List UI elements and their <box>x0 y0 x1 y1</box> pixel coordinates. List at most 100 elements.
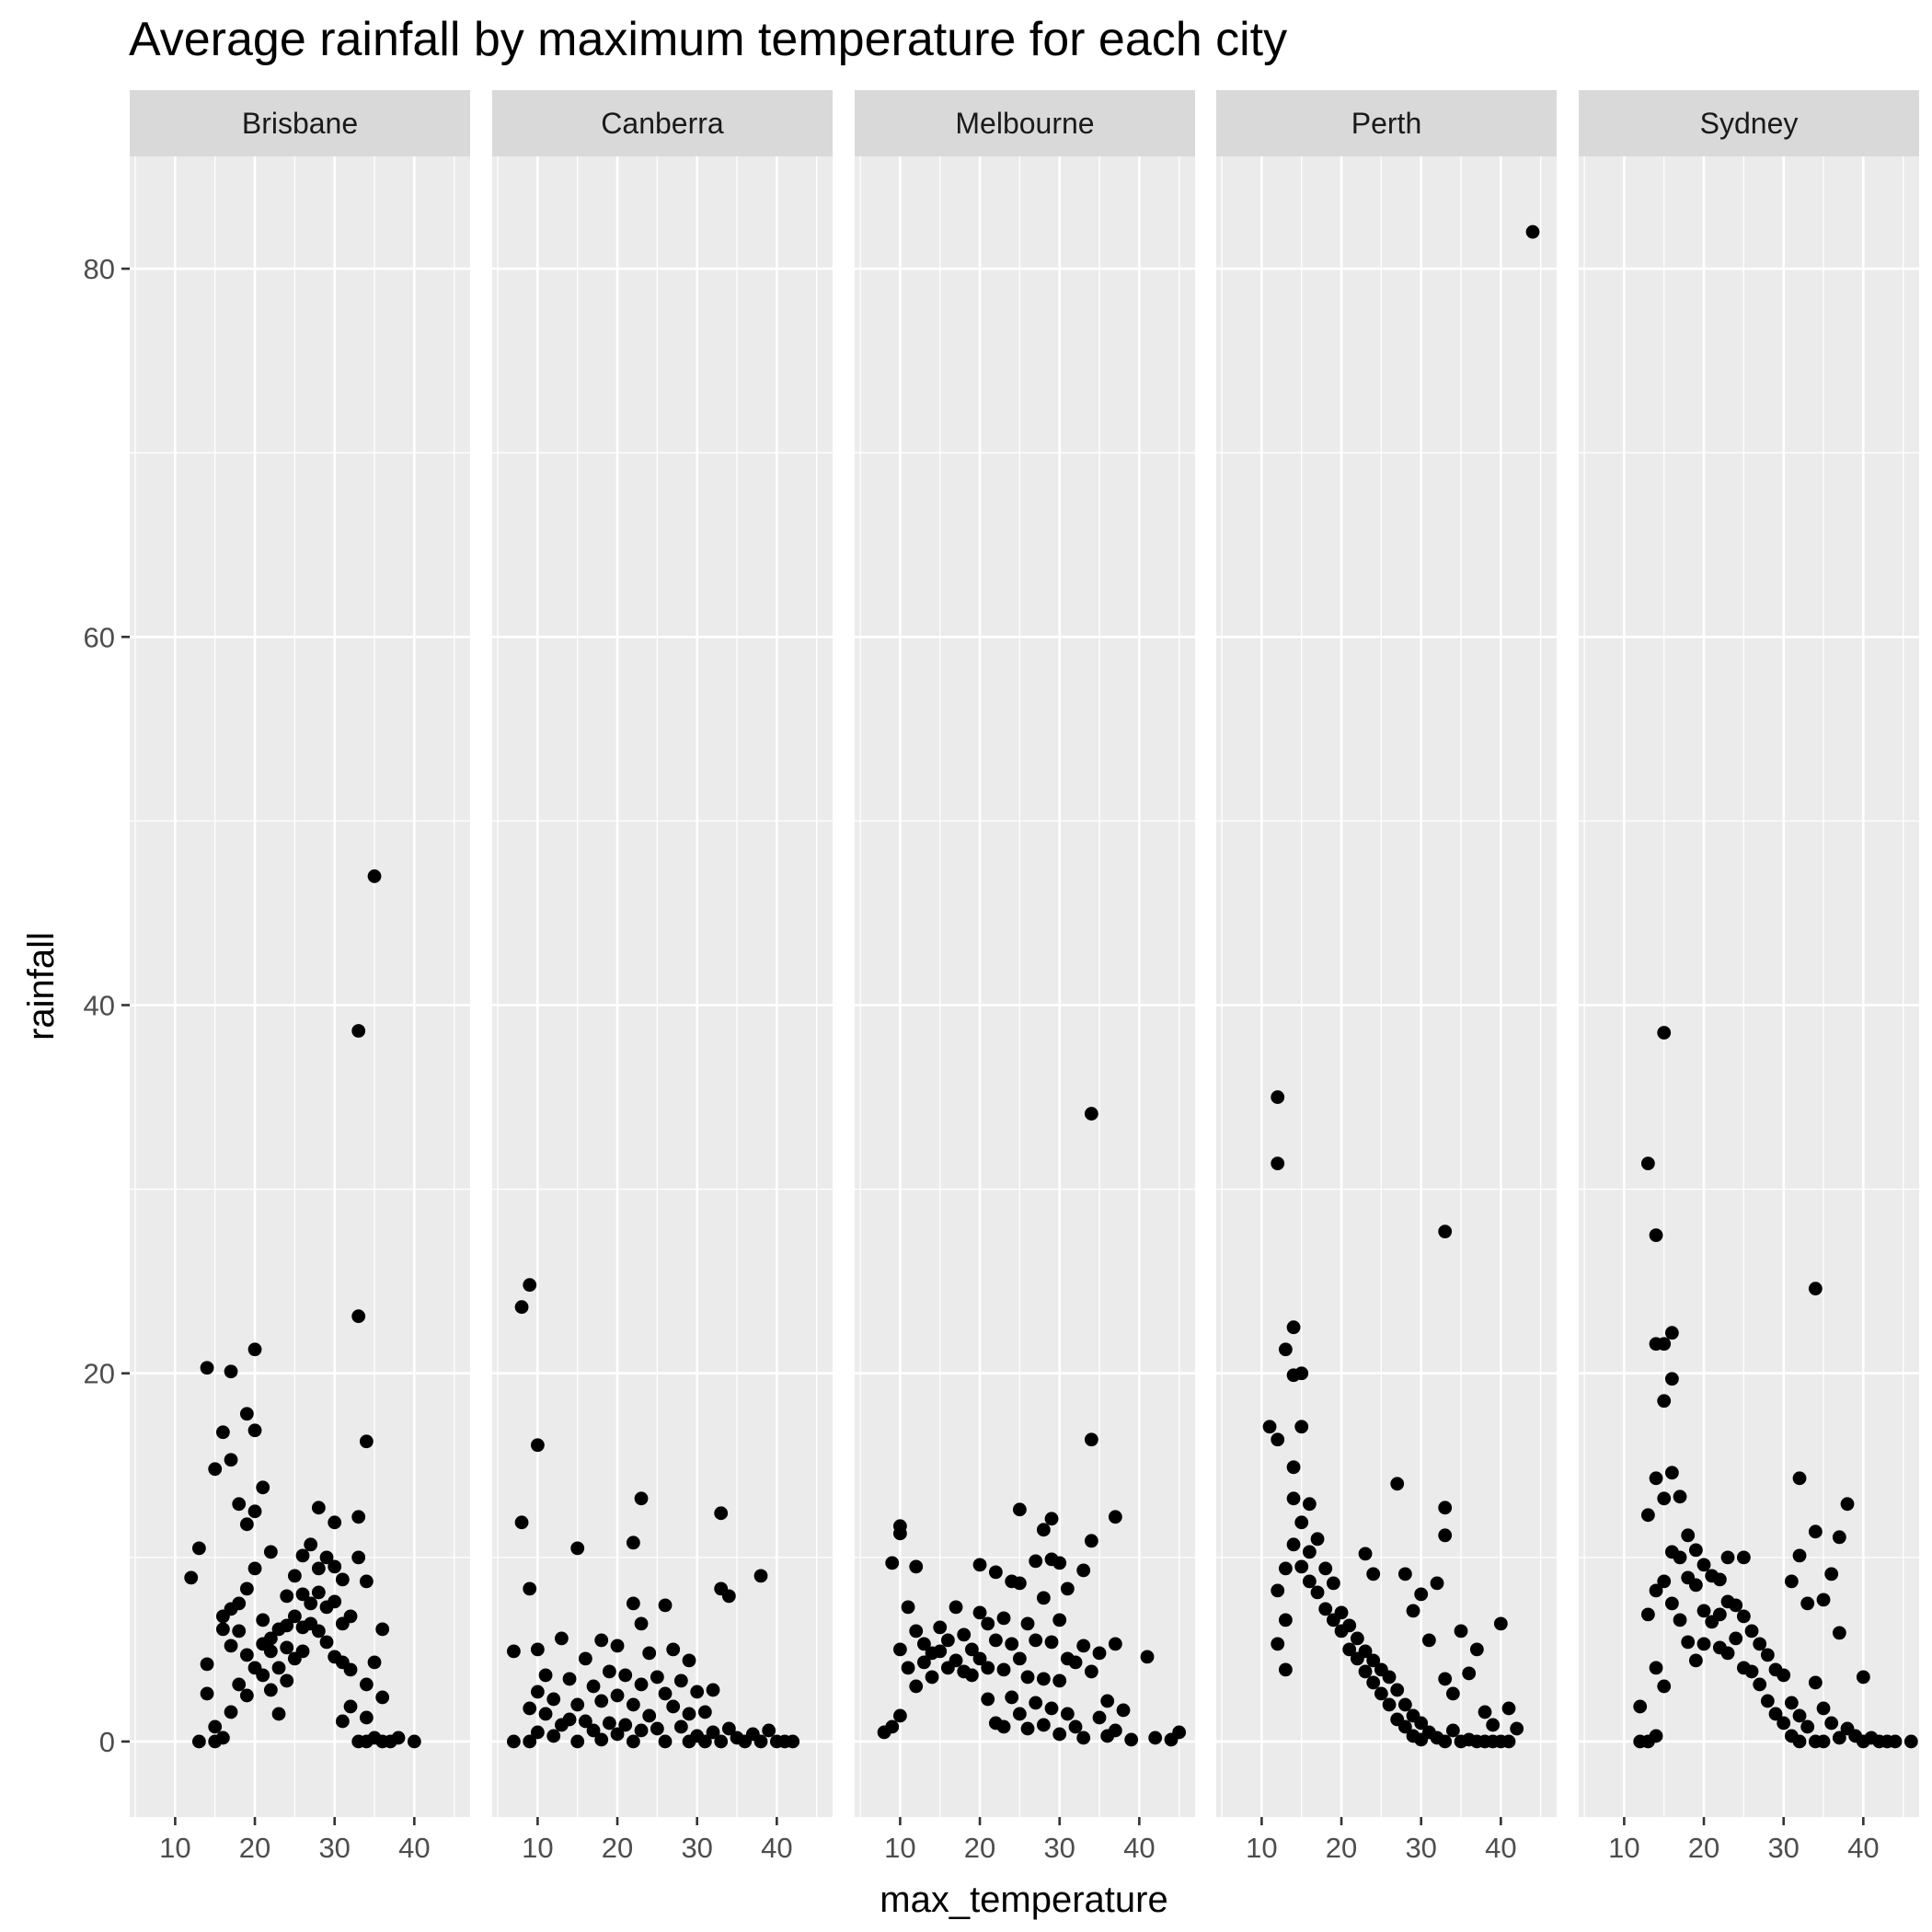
data-point <box>714 1734 729 1749</box>
data-point <box>1649 1228 1663 1243</box>
data-point <box>1036 1672 1051 1686</box>
data-point <box>626 1697 640 1712</box>
y-axis: 0 20 40 60 80 <box>84 253 130 1758</box>
data-point <box>1681 1528 1696 1543</box>
points-sydney <box>1633 1026 1918 1749</box>
data-point <box>407 1734 421 1749</box>
points-perth <box>1262 224 1540 1749</box>
x-tick-label: 30 <box>1767 1832 1799 1864</box>
data-point <box>933 1620 948 1635</box>
data-point <box>1501 1734 1516 1749</box>
data-point <box>224 1364 238 1379</box>
x-tick-label: 40 <box>761 1832 792 1864</box>
data-point <box>184 1570 199 1585</box>
data-point <box>351 1550 366 1565</box>
data-point <box>957 1627 972 1642</box>
data-point <box>925 1670 939 1685</box>
chart-title: Average rainfall by maximum temperature … <box>129 13 1287 66</box>
data-point <box>191 1541 206 1556</box>
data-point <box>1084 1534 1098 1548</box>
x-tick-label: 20 <box>239 1832 270 1864</box>
y-tick-label: 40 <box>84 990 115 1022</box>
data-point <box>1286 1460 1301 1475</box>
data-point <box>697 1734 712 1749</box>
data-point <box>1525 224 1540 239</box>
data-point <box>1816 1734 1831 1749</box>
facet-sydney: Sydney 10 20 30 40 <box>1579 90 1919 1864</box>
data-point <box>1318 1602 1333 1616</box>
data-point <box>673 1719 688 1734</box>
data-point <box>933 1644 948 1659</box>
data-point <box>1310 1585 1325 1600</box>
data-point <box>1688 1543 1703 1558</box>
data-point <box>232 1497 247 1512</box>
data-point <box>892 1526 907 1541</box>
strip-background <box>855 90 1195 156</box>
data-point <box>1784 1574 1799 1589</box>
data-point <box>1633 1699 1648 1714</box>
data-point <box>200 1686 214 1701</box>
data-point <box>1888 1734 1903 1749</box>
data-point <box>1744 1624 1759 1639</box>
data-point <box>1657 1337 1672 1351</box>
data-point <box>232 1677 247 1692</box>
data-point <box>981 1661 995 1675</box>
data-point <box>335 1572 350 1587</box>
data-point <box>901 1661 915 1675</box>
data-point <box>1784 1696 1799 1710</box>
data-point <box>1172 1725 1187 1740</box>
data-point <box>1832 1530 1846 1545</box>
strip-label: Perth <box>1351 107 1421 140</box>
data-point <box>721 1721 736 1736</box>
panel-background <box>492 156 833 1817</box>
data-point <box>1390 1683 1405 1697</box>
data-point <box>1832 1731 1846 1745</box>
data-point <box>1736 1609 1751 1624</box>
data-point <box>1421 1633 1436 1648</box>
data-point <box>1688 1653 1703 1668</box>
data-point <box>311 1585 326 1600</box>
data-point <box>1856 1670 1870 1685</box>
data-point <box>311 1501 326 1515</box>
data-point <box>1278 1561 1293 1576</box>
data-point <box>682 1707 696 1721</box>
data-point <box>1808 1524 1823 1539</box>
data-point <box>618 1718 633 1732</box>
data-point <box>594 1694 609 1708</box>
data-point <box>1720 1646 1735 1661</box>
strip-background <box>1579 90 1919 156</box>
data-point <box>1744 1664 1759 1679</box>
data-point <box>1012 1502 1027 1517</box>
data-point <box>666 1642 681 1657</box>
data-point <box>530 1725 545 1740</box>
data-point <box>1840 1497 1855 1512</box>
data-point <box>208 1462 223 1477</box>
data-point <box>1397 1719 1412 1734</box>
data-point <box>1469 1642 1484 1657</box>
data-point <box>367 1655 382 1670</box>
data-point <box>1326 1576 1340 1591</box>
data-point <box>280 1589 294 1604</box>
data-point <box>972 1605 987 1620</box>
data-point <box>351 1024 366 1038</box>
x-tick-label: 10 <box>1608 1832 1639 1864</box>
facet-perth: Perth 10 20 30 40 <box>1216 90 1557 1864</box>
data-point <box>1029 1554 1043 1569</box>
data-point <box>1108 1510 1122 1524</box>
data-point <box>1100 1694 1115 1708</box>
data-point <box>1092 1646 1107 1661</box>
data-point <box>940 1633 955 1648</box>
data-point <box>538 1707 553 1721</box>
data-point <box>391 1731 406 1745</box>
data-point <box>319 1550 334 1565</box>
data-point <box>239 1648 254 1662</box>
data-point <box>610 1727 625 1742</box>
data-point <box>538 1668 553 1683</box>
data-point <box>239 1581 254 1596</box>
data-point <box>1294 1366 1309 1381</box>
data-point <box>1808 1675 1823 1690</box>
data-point <box>996 1719 1011 1734</box>
x-tick-label: 30 <box>318 1832 350 1864</box>
data-point <box>1342 1642 1357 1657</box>
data-point <box>1278 1342 1293 1357</box>
